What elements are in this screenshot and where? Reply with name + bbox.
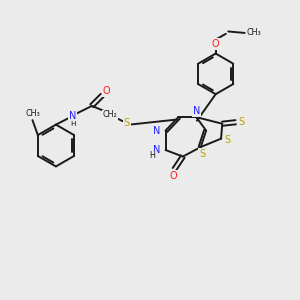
Text: S: S [124,118,130,128]
Text: O: O [212,39,220,49]
Text: S: S [199,148,205,159]
Text: H: H [149,152,155,160]
Text: CH₃: CH₃ [246,28,261,38]
Text: N: N [193,106,200,116]
Text: N: N [153,145,160,155]
Text: S: S [238,117,244,127]
Text: O: O [169,171,177,181]
Text: CH₂: CH₂ [103,110,118,119]
Text: CH₃: CH₃ [25,109,40,118]
Text: N: N [69,111,76,121]
Text: O: O [103,86,110,96]
Text: S: S [225,135,231,145]
Text: H: H [70,121,76,127]
Text: N: N [153,126,160,136]
